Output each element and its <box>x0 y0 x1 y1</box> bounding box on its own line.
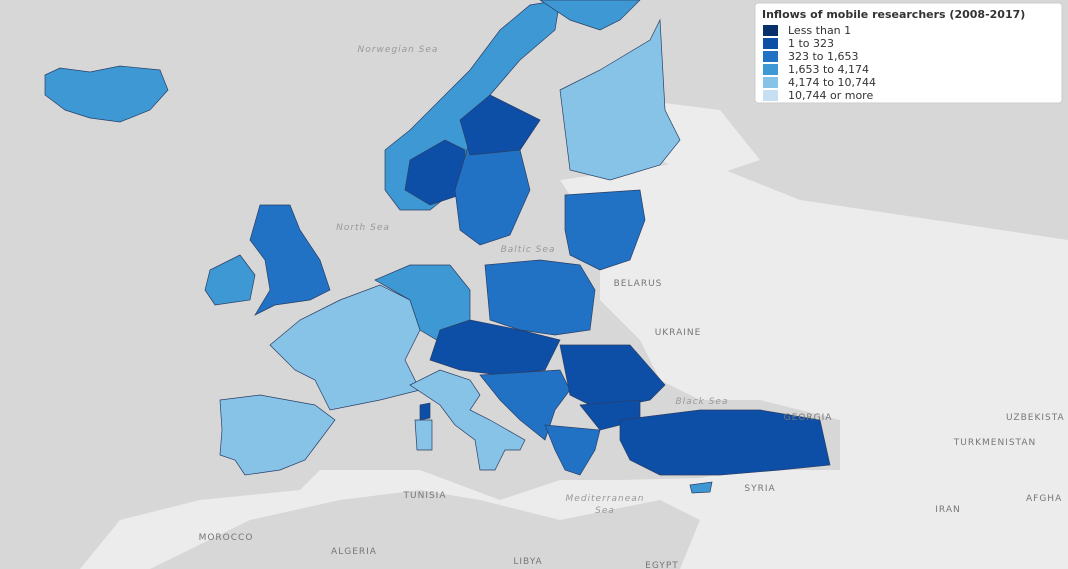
corsica <box>419 402 431 421</box>
legend-swatch <box>763 38 778 49</box>
legend-swatch <box>763 25 778 36</box>
central <box>429 319 561 376</box>
map-label: TUNISIA <box>403 491 447 501</box>
legend-label: Less than 1 <box>788 24 851 37</box>
map-label: SYRIA <box>744 484 775 494</box>
france <box>269 284 421 411</box>
map-label: EGYPT <box>645 561 679 569</box>
iceland <box>44 65 169 123</box>
turkey <box>619 409 831 476</box>
map-label: Norwegian Sea <box>358 45 439 55</box>
legend-label: 10,744 or more <box>788 89 873 102</box>
uk <box>249 204 331 316</box>
legend-label: 1,653 to 4,174 <box>788 63 869 76</box>
iberia <box>219 394 336 476</box>
map-label: LIBYA <box>513 557 542 567</box>
finland <box>559 18 681 181</box>
map-label: Mediterranean <box>566 494 645 504</box>
sweden-north <box>459 94 541 156</box>
regions <box>44 0 831 494</box>
map-label: IRAN <box>935 505 960 515</box>
map-labels: Norwegian Sea North Sea Baltic Sea BELAR… <box>199 45 1065 569</box>
legend: Inflows of mobile researchers (2008-2017… <box>754 2 1063 104</box>
greece <box>544 424 601 476</box>
legend-label: 4,174 to 10,744 <box>788 76 876 89</box>
map-label: TURKMENISTAN <box>953 438 1036 448</box>
romania <box>559 344 666 411</box>
map-label: Baltic Sea <box>501 245 556 255</box>
balkans <box>479 369 571 441</box>
poland <box>484 259 596 336</box>
map-label: GEORGIA <box>784 413 833 423</box>
map-label: Sea <box>595 506 615 516</box>
legend-swatch <box>763 51 778 62</box>
map-label: MOROCCO <box>199 533 254 543</box>
map-label: UZBEKISTA <box>1006 413 1065 423</box>
legend-swatch <box>763 90 778 101</box>
map-label: UKRAINE <box>655 328 702 338</box>
ireland <box>204 254 256 306</box>
legend-label: 323 to 1,653 <box>788 50 859 63</box>
legend-label: 1 to 323 <box>788 37 834 50</box>
legend-swatch <box>763 64 778 75</box>
legend-swatch <box>763 77 778 88</box>
map-label: Black Sea <box>676 397 729 407</box>
legend-title: Inflows of mobile researchers (2008-2017… <box>762 8 1025 21</box>
legend-box <box>754 2 1063 104</box>
italy <box>409 369 526 471</box>
map-label: AFGHA <box>1026 494 1062 504</box>
cyprus <box>689 481 713 494</box>
lapland <box>539 0 641 31</box>
sardinia <box>414 419 433 451</box>
map-label: ALGERIA <box>331 547 377 557</box>
map-label: BELARUS <box>614 279 663 289</box>
map-label: North Sea <box>336 223 390 233</box>
baltics <box>564 189 646 271</box>
